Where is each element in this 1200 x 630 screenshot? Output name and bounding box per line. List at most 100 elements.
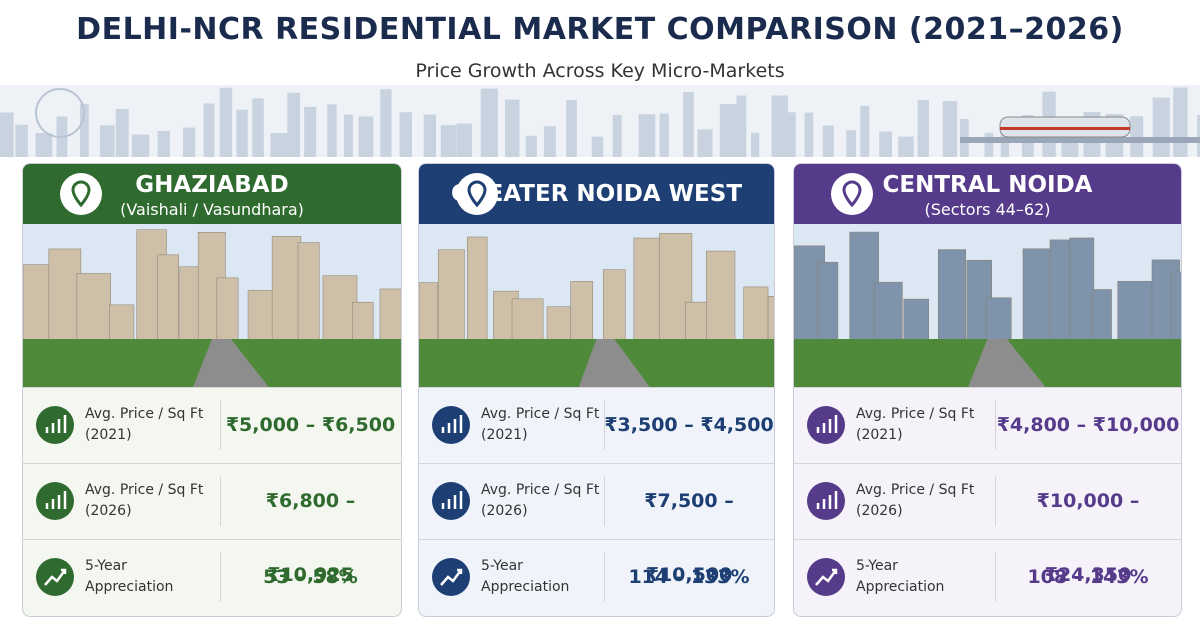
building	[942, 101, 958, 157]
icon-glyph	[45, 491, 67, 509]
label-line: Appreciation	[481, 579, 570, 595]
divider	[220, 400, 221, 450]
label-line: (2026)	[85, 503, 132, 519]
label-line: Avg. Price / Sq Ft	[856, 406, 975, 422]
building	[683, 92, 694, 157]
building	[846, 130, 856, 157]
divider	[604, 400, 605, 450]
building	[771, 95, 788, 157]
building	[287, 92, 301, 157]
metric-icon	[36, 406, 74, 444]
label-line: (2021)	[856, 427, 903, 443]
building	[505, 99, 520, 157]
card-header: CENTRAL NOIDA (Sectors 44–62)	[794, 164, 1181, 224]
building	[203, 103, 215, 157]
card-title: CENTRAL NOIDA	[882, 172, 1093, 198]
building	[860, 105, 870, 157]
metric-label: Avg. Price / Sq Ft (2021)	[481, 404, 599, 446]
card-title: GHAZIABAD	[135, 172, 289, 198]
building	[423, 114, 437, 157]
tower	[817, 261, 839, 350]
area-photo	[419, 224, 774, 387]
building	[440, 125, 457, 157]
card-subtitle: (Vaishali / Vasundhara)	[120, 200, 304, 219]
icon-glyph	[440, 568, 463, 586]
card-header: GHAZIABAD (Vaishali / Vasundhara)	[23, 164, 401, 224]
divider	[995, 476, 996, 526]
icon-glyph	[816, 491, 838, 509]
market-card: GREATER NOIDA WEST Avg. Price / Sq Ft (202…	[418, 163, 775, 617]
tower	[849, 231, 879, 350]
divider	[604, 552, 605, 602]
label-line: 5-Year	[85, 558, 127, 574]
divider	[604, 476, 605, 526]
tower	[76, 273, 112, 350]
road	[193, 339, 269, 387]
tower	[216, 277, 239, 350]
tower	[23, 264, 53, 350]
metric-value: 114 – 133%	[628, 566, 750, 588]
icon-bg	[36, 406, 74, 444]
metric-value: ₹7,500 – ₹10,500	[644, 490, 734, 586]
label-line: (2021)	[85, 427, 132, 443]
pin-bg	[831, 173, 873, 215]
icon-glyph	[441, 415, 463, 433]
metric-label: 5-Year Appreciation	[856, 556, 944, 598]
metric-row: Avg. Price / Sq Ft (2026) ₹10,000 – ₹24,35…	[794, 463, 1181, 586]
divider	[995, 400, 996, 450]
tower	[874, 281, 903, 350]
metric-row: 5-Year Appreciation 114 – 133%	[419, 539, 774, 614]
label-line: Avg. Price / Sq Ft	[85, 406, 204, 422]
tower	[743, 286, 769, 350]
market-card: CENTRAL NOIDA (Sectors 44–62) Avg. Price /…	[793, 163, 1182, 617]
building	[15, 124, 28, 157]
label-line: Avg. Price / Sq Ft	[85, 482, 204, 498]
icon-bg	[807, 482, 845, 520]
building	[99, 125, 115, 157]
tower	[570, 281, 594, 350]
icon-glyph	[816, 415, 838, 433]
label-line: Appreciation	[856, 579, 945, 595]
icon-bg	[432, 406, 470, 444]
pin	[467, 180, 487, 208]
metric-value: 108 – 143%	[1027, 566, 1149, 588]
building	[380, 89, 392, 157]
building	[157, 130, 170, 157]
building	[115, 108, 129, 157]
tower	[706, 250, 736, 350]
skyline	[0, 85, 1200, 157]
icon-glyph	[44, 568, 67, 586]
icon-bg	[807, 406, 845, 444]
label-line: 5-Year	[481, 558, 523, 574]
metric-value: ₹10,000 – ₹24,350	[1036, 490, 1140, 586]
tower	[767, 296, 774, 350]
building	[984, 132, 994, 157]
label-line: Avg. Price / Sq Ft	[481, 406, 600, 422]
road	[968, 339, 1046, 387]
building	[612, 114, 622, 157]
building	[638, 114, 656, 157]
building	[0, 112, 14, 157]
building	[183, 127, 196, 157]
ferris-wheel	[35, 88, 85, 138]
divider	[220, 476, 221, 526]
tower	[603, 269, 626, 350]
tower	[467, 236, 488, 350]
area-photo	[794, 224, 1181, 387]
building	[566, 100, 577, 157]
tower	[437, 249, 465, 350]
tower	[1069, 237, 1095, 350]
building	[327, 104, 337, 157]
building	[591, 136, 604, 157]
metro-track	[960, 137, 1200, 143]
building	[543, 126, 556, 157]
icon-bg	[432, 558, 470, 596]
building	[719, 103, 737, 157]
building	[456, 123, 473, 157]
market-card: GHAZIABAD (Vaishali / Vasundhara) Avg. Pri…	[22, 163, 402, 617]
metric-icon	[36, 482, 74, 520]
metric-row: Avg. Price / Sq Ft (2021) ₹5,000 – ₹6,500	[23, 387, 401, 462]
building	[917, 100, 929, 157]
pin	[71, 180, 91, 208]
